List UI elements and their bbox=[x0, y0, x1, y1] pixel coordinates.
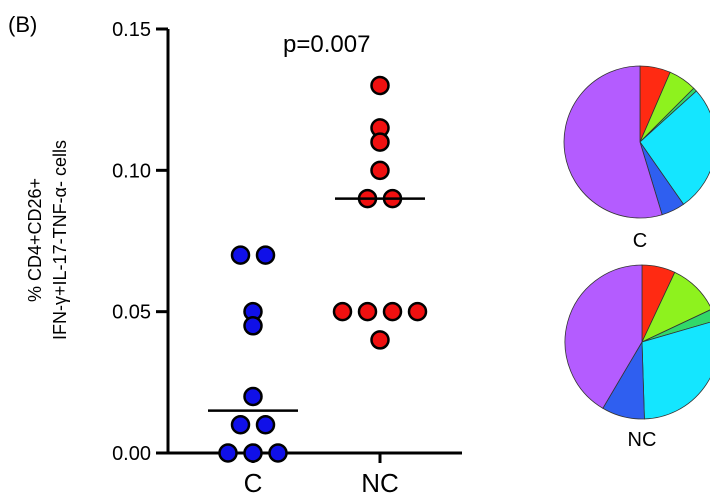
data-point-c bbox=[230, 414, 251, 435]
data-point-nc bbox=[407, 301, 428, 322]
pie-slice bbox=[641, 271, 710, 343]
p-value-annotation: p=0.007 bbox=[283, 31, 370, 58]
pie-slice bbox=[641, 309, 710, 343]
pie-chart-c bbox=[563, 65, 710, 219]
data-point-nc bbox=[332, 301, 353, 322]
median-lines bbox=[208, 197, 425, 412]
pie-slice bbox=[641, 321, 710, 420]
data-point-nc bbox=[370, 160, 390, 181]
data-point-nc bbox=[382, 301, 403, 322]
data-point-c bbox=[218, 443, 238, 463]
y-axis-label-line-1: % CD4+CD26+ bbox=[25, 178, 45, 302]
y-axis-label-line-2: IFN-γ+IL-17-TNF-α- cells bbox=[50, 140, 70, 340]
data-point-nc bbox=[370, 132, 390, 152]
x-axis: C NC bbox=[168, 451, 462, 496]
data-point-nc bbox=[357, 301, 378, 322]
data-point-c bbox=[268, 443, 288, 463]
y-axis: 0.00 0.05 0.10 0.15 bbox=[112, 19, 170, 465]
pie-label-nc: NC bbox=[628, 429, 657, 451]
pie-slice bbox=[639, 90, 710, 205]
data-point-c bbox=[243, 316, 263, 336]
data-point-c bbox=[230, 245, 251, 265]
y-tick-label: 0.00 bbox=[112, 443, 151, 465]
x-tick-label: NC bbox=[361, 468, 399, 496]
y-tick-label: 0.05 bbox=[112, 302, 151, 324]
pie-label-c: C bbox=[633, 230, 647, 252]
y-tick-label: 0.15 bbox=[112, 19, 151, 41]
data-point-nc bbox=[370, 75, 390, 96]
x-tick-label: C bbox=[244, 468, 263, 496]
pie-chart-nc bbox=[564, 264, 710, 420]
data-point-c bbox=[243, 443, 263, 463]
data-points bbox=[218, 75, 428, 463]
data-point-c bbox=[255, 414, 276, 435]
scatter-plot: p=0.007 0.00 0.05 0.10 0.15 C NC % CD4+CD26+… bbox=[25, 19, 462, 496]
data-point-c bbox=[243, 386, 263, 407]
data-point-c bbox=[255, 245, 276, 265]
data-point-nc bbox=[370, 330, 390, 350]
y-tick-label: 0.10 bbox=[112, 160, 151, 182]
pie-slice bbox=[564, 264, 643, 409]
pie-slice bbox=[563, 65, 663, 219]
panel-label: (B) bbox=[8, 12, 37, 37]
